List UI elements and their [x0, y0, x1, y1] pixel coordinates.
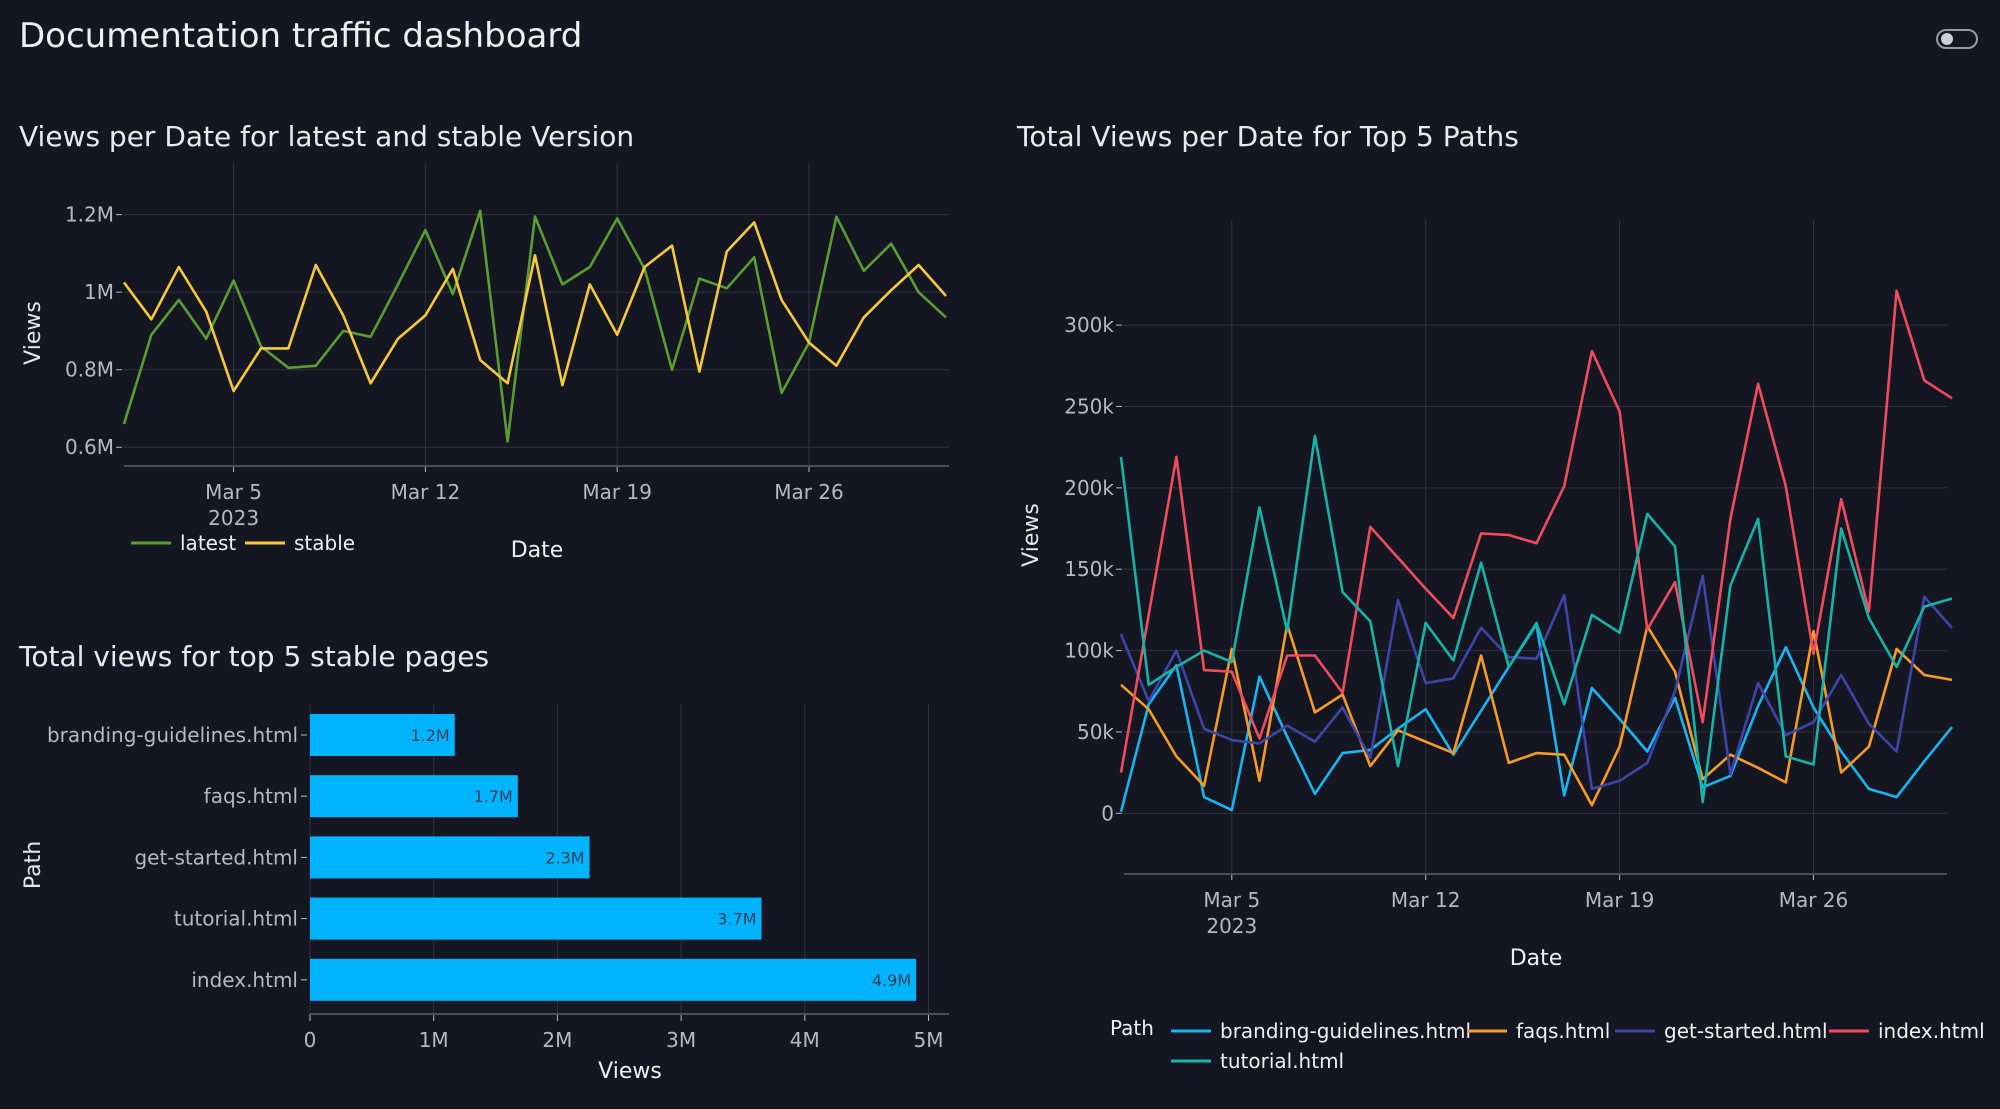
bar-get-started — [310, 836, 590, 879]
series-line-latest — [122, 209, 947, 443]
y-tick-label: get-started.html — [134, 845, 298, 869]
x-tick-sublabel: 2023 — [208, 506, 259, 530]
legend-label-stable: stable — [294, 531, 355, 555]
y-tick-label: tutorial.html — [174, 907, 298, 931]
x-tick-label: 5M — [914, 1028, 944, 1052]
legend-label-latest: latest — [180, 531, 236, 555]
legend-label-tutorial: tutorial.html — [1220, 1049, 1344, 1073]
x-tick-sublabel: 2023 — [1206, 914, 1257, 938]
bar-index — [310, 958, 917, 1001]
legend-label-index: index.html — [1878, 1019, 1985, 1043]
y-tick-label: 100k — [1064, 639, 1114, 663]
bar-faqs — [310, 775, 518, 818]
bar-branding-guidelines — [310, 714, 455, 756]
chart-title-versions: Views per Date for latest and stable Ver… — [19, 120, 635, 153]
bar-data-label: 1.2M — [410, 726, 449, 745]
y-tick-label: index.html — [191, 968, 298, 992]
y-tick-label: faqs.html — [204, 784, 298, 808]
chart-title-top-pages: Total views for top 5 stable pages — [19, 640, 490, 673]
y-tick-label: 50k — [1077, 720, 1114, 744]
series-line-stable — [122, 221, 947, 393]
bar-data-label: 4.9M — [872, 971, 911, 990]
y-tick-label: branding-guidelines.html — [47, 723, 298, 747]
x-tick-label: 0 — [304, 1028, 317, 1052]
y-tick-label: 300k — [1064, 313, 1114, 337]
x-tick-label: Mar 12 — [1391, 888, 1461, 912]
bar-data-label: 2.3M — [545, 848, 584, 867]
x-tick-label: Mar 5 — [1203, 888, 1260, 912]
bar-tutorial — [310, 897, 762, 940]
dashboard-title: Documentation traffic dashboard — [19, 16, 583, 56]
x-tick-label: Mar 5 — [205, 480, 262, 504]
y-tick-label: 0 — [1101, 801, 1114, 825]
x-tick-label: Mar 19 — [1585, 888, 1655, 912]
y-axis-title: Views — [21, 301, 46, 365]
y-tick-label: 250k — [1064, 394, 1114, 418]
toggle-knob — [1941, 33, 1953, 45]
x-tick-label: Mar 26 — [774, 480, 844, 504]
series-line-index — [1119, 289, 1953, 773]
bar-data-label: 3.7M — [717, 910, 756, 929]
legend-label-branding-guidelines: branding-guidelines.html — [1220, 1019, 1471, 1043]
bar-data-label: 1.7M — [474, 787, 513, 806]
y-tick-label: 150k — [1064, 557, 1114, 581]
x-tick-label: Mar 19 — [582, 480, 652, 504]
x-axis-title: Views — [598, 1059, 662, 1084]
legend-title: Path — [1110, 1016, 1154, 1040]
x-tick-label: 1M — [419, 1028, 449, 1052]
x-tick-label: 2M — [542, 1028, 572, 1052]
chart-title-top-paths: Total Views per Date for Top 5 Paths — [1017, 120, 1519, 153]
series-line-get-started — [1119, 574, 1953, 791]
y-axis-title: Path — [21, 841, 46, 889]
y-tick-label: 0.8M — [65, 358, 114, 382]
y-tick-label: 200k — [1064, 476, 1114, 500]
x-tick-label: 3M — [666, 1028, 696, 1052]
y-tick-label: 1M — [84, 280, 114, 304]
y-axis-title: Views — [1019, 503, 1044, 567]
series-line-tutorial — [1119, 434, 1953, 804]
series-line-faqs — [1120, 623, 1953, 807]
y-tick-label: 0.6M — [65, 435, 114, 459]
theme-toggle[interactable] — [1936, 29, 1978, 49]
legend-label-faqs: faqs.html — [1516, 1019, 1610, 1043]
x-tick-label: Mar 26 — [1779, 888, 1849, 912]
x-tick-label: 4M — [790, 1028, 820, 1052]
x-axis-title: Date — [511, 538, 564, 563]
x-tick-label: Mar 12 — [391, 480, 461, 504]
legend-label-get-started: get-started.html — [1664, 1019, 1828, 1043]
x-axis-title: Date — [1510, 946, 1563, 971]
y-tick-label: 1.2M — [65, 203, 114, 227]
